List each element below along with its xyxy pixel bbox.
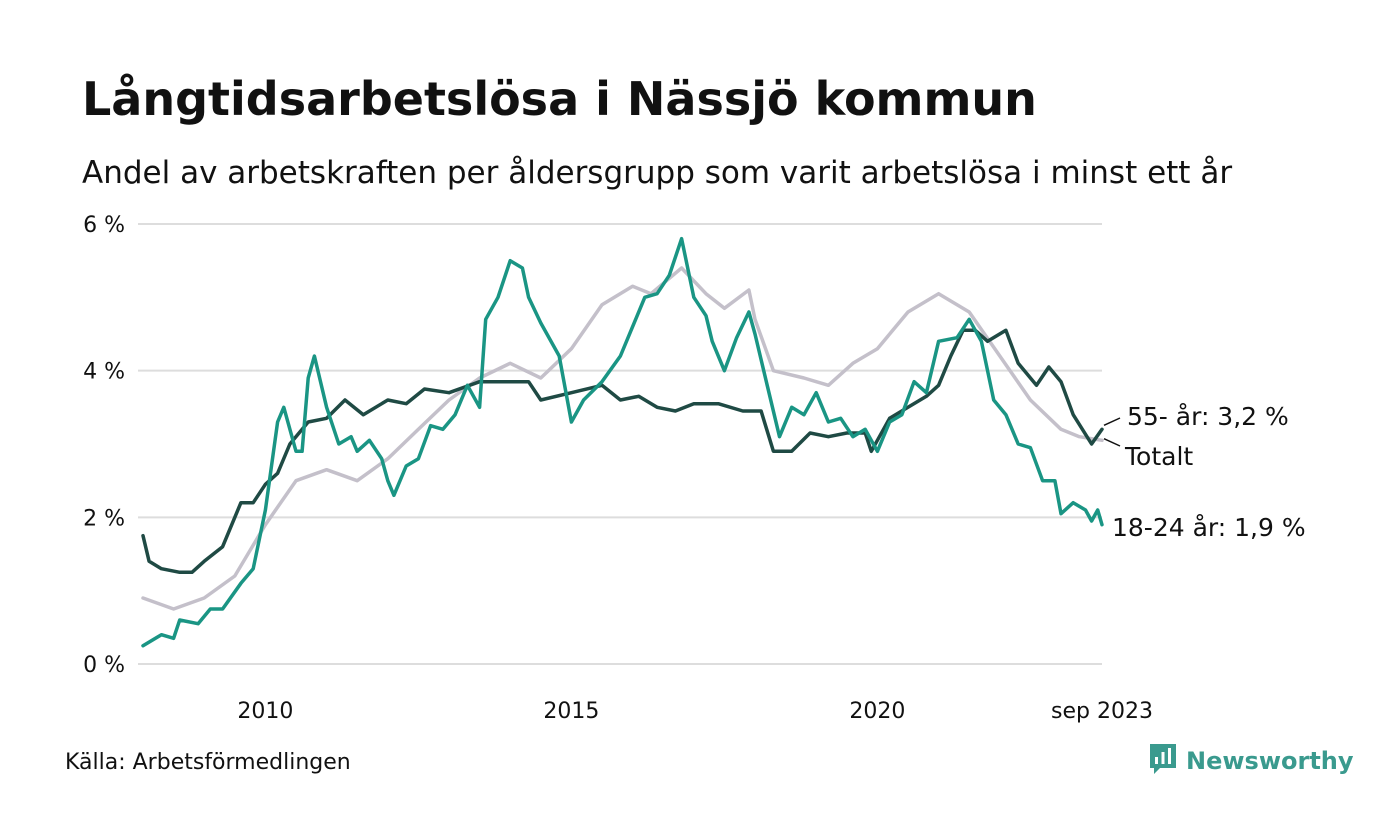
chart-subtitle: Andel av arbetskraften per åldersgrupp s… (82, 155, 1233, 191)
series-label-totalt: Totalt (1124, 442, 1193, 471)
x-tick-label: sep 2023 (1051, 699, 1153, 724)
x-tick-label: 2015 (543, 699, 599, 724)
y-tick-label: 0 % (83, 653, 125, 678)
chart-title: Långtidsarbetslösa i Nässjö kommun (82, 72, 1037, 126)
x-tick-label: 2010 (237, 699, 293, 724)
x-tick-label: 2020 (849, 699, 905, 724)
series-lines (141, 236, 1104, 648)
y-axis-ticks: 0 % 2 % 4 % 6 % (83, 213, 125, 678)
series-line-totalt (141, 328, 1104, 575)
source-note: Källa: Arbetsförmedlingen (65, 750, 351, 775)
line-chart: 0 % 2 % 4 % 6 % 2010 2015 2020 sep 2023 55- år… (83, 213, 1306, 724)
brand-logo[interactable]: Newsworthy (1148, 742, 1354, 780)
series-end-labels: 55- år: 3,2 % Totalt 18-24 år: 1,9 % (1103, 402, 1306, 542)
label-leader-line (1103, 437, 1121, 447)
series-label-age_55: 55- år: 3,2 % (1127, 402, 1289, 431)
y-tick-label: 2 % (83, 506, 125, 531)
label-leader-line (1103, 417, 1121, 427)
series-line-age_18_24 (141, 236, 1104, 648)
brand-name: Newsworthy (1186, 747, 1354, 775)
y-tick-label: 6 % (83, 213, 125, 238)
series-label-age_18_24: 18-24 år: 1,9 % (1112, 513, 1306, 542)
series-line-age_55 (141, 266, 1104, 611)
grid-lines (138, 223, 1102, 665)
y-tick-label: 4 % (83, 360, 125, 385)
x-axis-ticks: 2010 2015 2020 sep 2023 (237, 699, 1153, 724)
newsworthy-chart-icon (1148, 742, 1178, 780)
